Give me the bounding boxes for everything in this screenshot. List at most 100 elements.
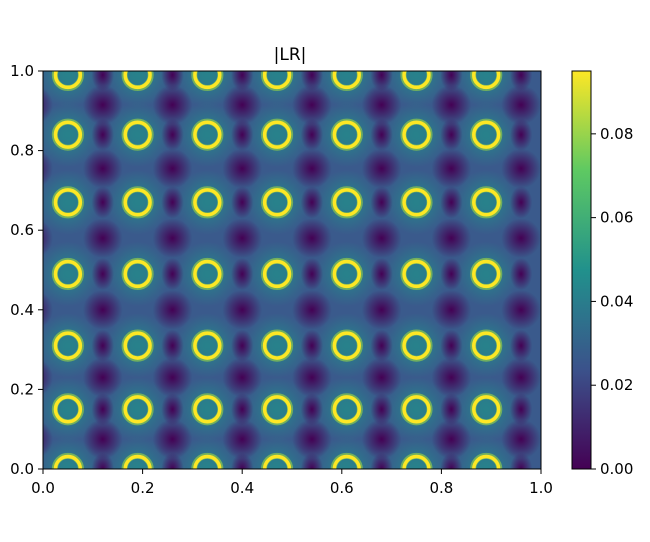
ring-core	[269, 337, 285, 354]
colorbar-tick-label: 0.02	[600, 376, 633, 394]
dark-spot	[292, 289, 332, 330]
ring-mark	[53, 71, 83, 90]
dark-spot	[292, 419, 332, 460]
dark-spot	[161, 393, 184, 426]
ring-mark	[332, 395, 361, 424]
dark-spot	[370, 71, 393, 92]
dark-spot	[91, 329, 114, 362]
ring-core	[60, 401, 76, 418]
ring-core	[339, 71, 355, 83]
dark-spot	[222, 148, 263, 189]
dark-spot	[292, 479, 332, 519]
dark-spot	[161, 257, 184, 291]
ring-mark	[123, 259, 152, 289]
colorbar-tick-label: 0.08	[600, 125, 633, 143]
ring-mark	[262, 259, 292, 289]
ring-mark	[472, 259, 501, 289]
dark-spot	[292, 218, 332, 259]
y-tick-label: 0.8	[10, 142, 34, 160]
dark-spot	[43, 266, 45, 282]
ring-mark	[262, 395, 292, 424]
dark-spot	[82, 419, 123, 460]
dark-spot	[82, 218, 123, 259]
dark-spot	[300, 452, 324, 469]
ring-mark	[53, 120, 83, 149]
y-tick-label: 0.2	[10, 380, 34, 398]
dark-spot	[361, 419, 402, 460]
ring-mark	[332, 331, 361, 360]
dark-spot	[91, 257, 114, 291]
ring-core	[269, 266, 285, 282]
dark-spot	[431, 357, 472, 398]
dark-spot	[152, 84, 193, 125]
dark-spot	[361, 84, 402, 125]
dark-spot	[43, 292, 53, 328]
colorbar-ticks: 0.00 0.02 0.04 0.06 0.08	[591, 125, 633, 478]
dark-spot	[222, 357, 263, 398]
ring-mark	[402, 120, 431, 149]
dark-spot	[152, 218, 193, 259]
dark-spot	[222, 419, 263, 460]
dark-spot	[83, 25, 123, 65]
ring-core	[408, 266, 425, 282]
y-tick-label: 1.0	[10, 62, 34, 80]
ring-core	[408, 194, 425, 211]
ring-core	[269, 194, 285, 211]
ring-core	[478, 401, 494, 418]
ring-core	[60, 194, 76, 211]
dark-spot	[91, 452, 114, 469]
ring-core	[199, 266, 216, 282]
dark-spot	[43, 87, 53, 123]
dark-spot	[362, 479, 402, 519]
x-tick-label: 0.4	[230, 479, 254, 497]
ring-core	[478, 71, 494, 83]
ring-core	[129, 126, 146, 143]
dark-spot	[222, 218, 263, 259]
dark-spot	[440, 257, 463, 291]
dark-spot	[440, 186, 463, 219]
dark-spot	[153, 25, 193, 65]
dark-spot	[43, 360, 53, 395]
dark-spot	[230, 452, 254, 469]
y-tick-label: 0.4	[10, 301, 34, 319]
ring-mark	[123, 71, 152, 90]
dark-spot	[300, 71, 324, 92]
ring-mark	[262, 120, 292, 149]
dark-spot	[370, 257, 393, 291]
ring-core	[129, 266, 146, 282]
dark-spot	[501, 84, 541, 125]
dark-spot	[370, 329, 393, 362]
x-tick-label: 0.8	[429, 479, 453, 497]
dark-spot	[361, 218, 402, 259]
ring-mark	[472, 395, 501, 424]
colorbar-tick-label: 0.00	[600, 460, 633, 478]
plot-frame	[42, 70, 542, 470]
dark-spot	[440, 393, 463, 426]
dark-spot	[300, 257, 324, 291]
ring-mark	[262, 188, 292, 217]
ring-core	[60, 461, 76, 469]
ring-core	[339, 126, 355, 143]
ring-core	[339, 401, 355, 418]
dark-spot	[370, 452, 393, 469]
ring-core	[129, 401, 146, 418]
ring-mark	[262, 331, 292, 360]
ring-mark	[472, 188, 501, 217]
dark-spot	[370, 186, 393, 219]
dark-spot	[509, 118, 533, 151]
ring-core	[60, 337, 76, 354]
ring-core	[408, 461, 425, 469]
ring-mark	[123, 120, 152, 149]
dark-spot	[161, 71, 184, 92]
ring-core	[339, 337, 355, 354]
dark-spot	[509, 71, 533, 92]
y-tick-label: 0.6	[10, 221, 34, 239]
dark-spot	[361, 148, 402, 189]
ring-mark	[472, 120, 501, 149]
ring-mark	[53, 188, 83, 217]
dark-spot	[152, 419, 193, 460]
ring-mark	[332, 120, 361, 149]
ring-mark	[123, 331, 152, 360]
ring-mark	[472, 331, 501, 360]
